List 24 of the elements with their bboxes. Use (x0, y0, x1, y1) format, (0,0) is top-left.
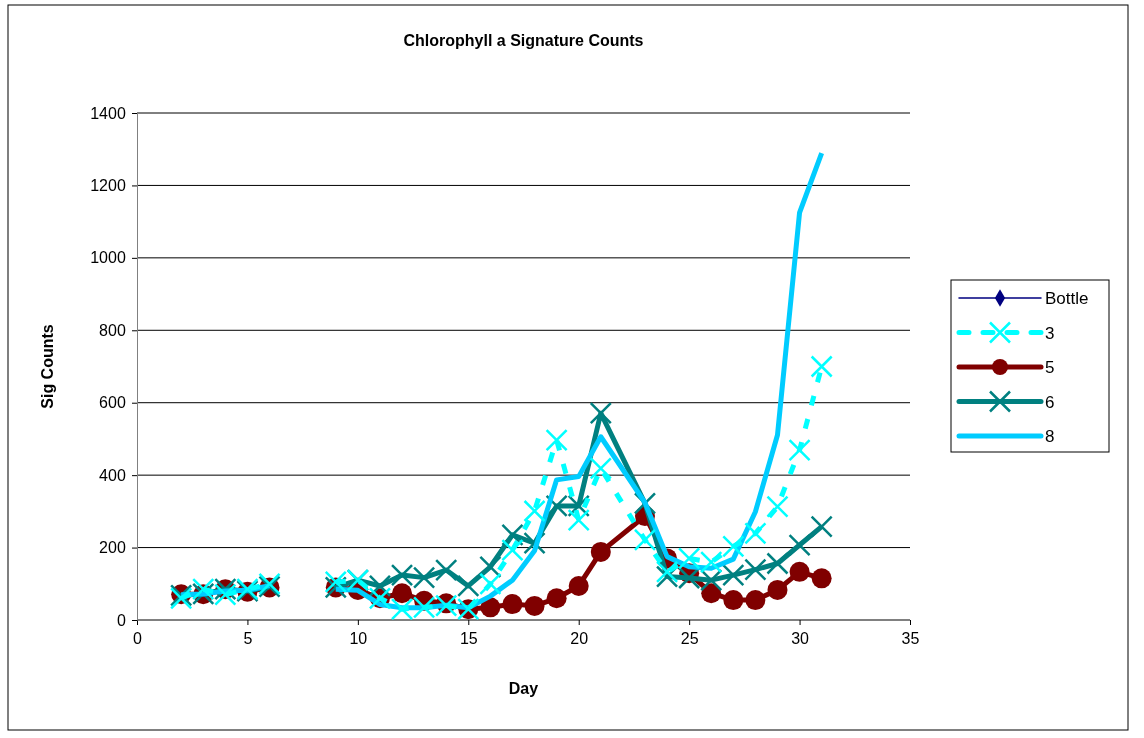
x-tick-label: 20 (570, 630, 589, 647)
y-tick-label: 1000 (90, 249, 126, 267)
y-axis-title: Sig Counts (39, 324, 56, 409)
y-tick-label: 600 (99, 394, 126, 412)
y-tick-label: 400 (99, 466, 126, 484)
legend-label: 6 (1045, 392, 1055, 412)
legend-label: 5 (1045, 358, 1055, 377)
x-tick-label: 30 (791, 630, 810, 647)
x-axis-title: Day (508, 680, 539, 697)
y-tick-label: 1200 (90, 177, 126, 195)
x-tick-label: 10 (349, 630, 368, 647)
y-tick-label: 800 (99, 321, 126, 339)
x-tick-label: 15 (459, 630, 478, 647)
legend-label: Bottle (1045, 289, 1089, 308)
x-tick-label: 0 (133, 630, 143, 647)
chart-title: Chlorophyll a Signature Counts (403, 32, 644, 49)
x-tick-label: 35 (901, 630, 920, 647)
x-tick-label: 25 (680, 630, 699, 647)
legend-label: 3 (1045, 323, 1055, 343)
legend-label: 8 (1045, 427, 1055, 446)
x-tick-label: 5 (243, 630, 253, 647)
y-tick-label: 0 (116, 611, 126, 629)
y-tick-label: 200 (99, 539, 126, 557)
y-tick-label: 1400 (90, 104, 126, 122)
